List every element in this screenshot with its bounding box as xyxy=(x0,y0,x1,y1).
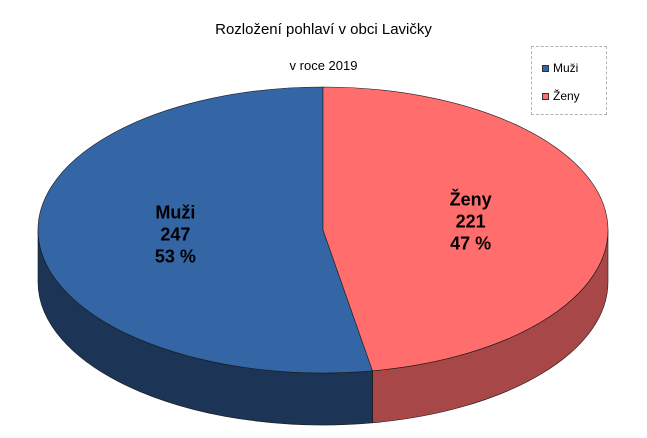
slice-label-value-muzi: 247 xyxy=(160,224,190,244)
legend-label-zeny: Ženy xyxy=(553,89,580,103)
chart-subtitle: v roce 2019 xyxy=(289,58,358,73)
slice-label-name-zeny: Ženy xyxy=(450,189,492,210)
slice-label-name-muzi: Muži xyxy=(155,202,195,222)
slice-top-zeny xyxy=(322,86,609,372)
slice-top-muzi xyxy=(37,86,373,374)
legend-swatch-zeny xyxy=(542,92,549,100)
slice-label-value-zeny: 221 xyxy=(456,212,486,232)
chart-legend: Muži Ženy xyxy=(531,46,607,115)
legend-item-muzi: Muži xyxy=(542,61,578,75)
legend-label-muzi: Muži xyxy=(553,61,579,75)
slice-label-percent-zeny: 47 % xyxy=(450,234,491,254)
legend-swatch-muzi xyxy=(542,64,549,72)
slice-label-percent-muzi: 53 % xyxy=(155,246,196,266)
legend-item-zeny: Ženy xyxy=(542,89,580,103)
chart-title: Rozložení pohlaví v obci Lavičky xyxy=(215,21,432,38)
